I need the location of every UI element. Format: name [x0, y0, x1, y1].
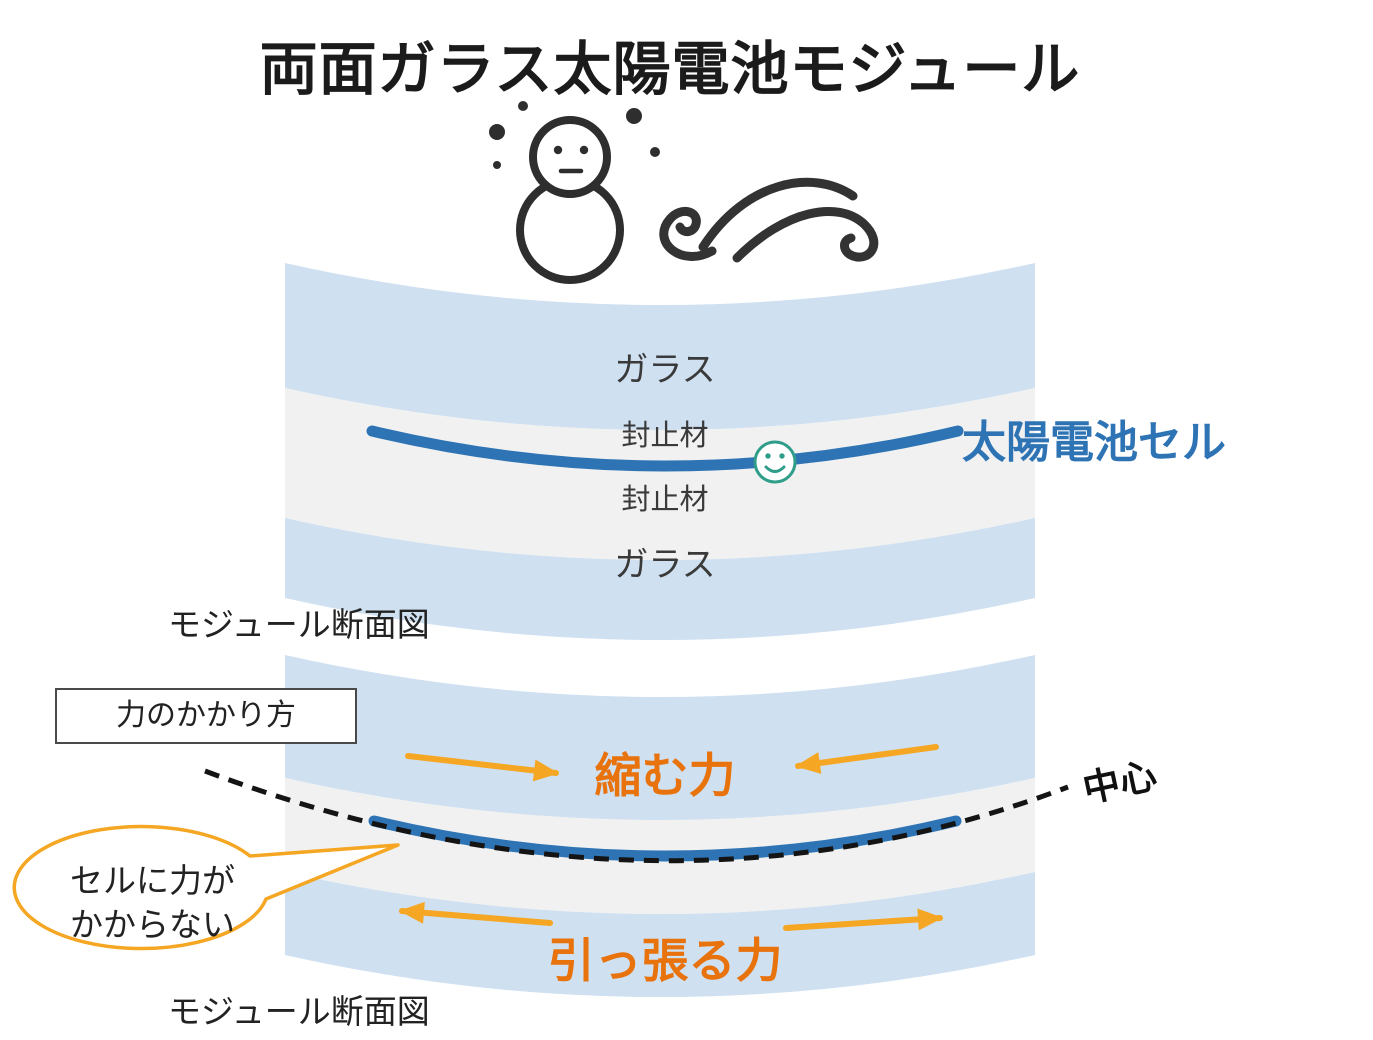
solar-cell-label: 太陽電池セル	[962, 418, 1226, 467]
smiley-mouth	[764, 465, 786, 473]
wind-stroke-curl-right	[732, 207, 879, 263]
encapsulant-layer-2	[285, 778, 1035, 914]
solar-cell-line-1	[366, 425, 964, 472]
snowman-icon	[489, 101, 660, 284]
wind-curl-left	[659, 206, 717, 261]
force-legend-box: 力のかかり方	[55, 688, 357, 744]
wind-stroke-main	[698, 177, 858, 252]
snow-dot-2	[518, 101, 528, 111]
page-title: 両面ガラス太陽電池モジュール	[259, 37, 1081, 102]
glass-bottom-label: ガラス	[614, 546, 716, 584]
module-bottom-cross-section	[12, 655, 1069, 997]
compress-arrow-left	[405, 753, 559, 782]
smiley-eye-right	[779, 453, 785, 459]
snow-dot-3	[626, 108, 642, 124]
glass-layer-top-2	[285, 655, 1035, 820]
snowman-eye-right	[579, 145, 589, 155]
glass-layer-bottom-2	[285, 872, 1035, 997]
tension-arrow-right	[783, 908, 943, 931]
snow-dot-5	[493, 161, 501, 169]
tension-arrow-left	[399, 901, 553, 926]
snowman-eye-left	[553, 145, 563, 155]
compress-arrow-right	[795, 744, 939, 774]
glass-top-label: ガラス	[614, 351, 716, 389]
solar-cell-line-2	[368, 815, 962, 862]
module-top-cross-section	[285, 263, 1035, 640]
tensile-force-label: 引っ張る力	[547, 934, 783, 987]
module-bottom-caption: モジュール断面図	[168, 993, 430, 1030]
neutral-axis-dashed-line	[204, 768, 1069, 864]
bubble-text-line2: かからない	[70, 906, 235, 943]
speech-bubble	[12, 824, 400, 951]
smiley-eye-left	[765, 453, 771, 459]
encapsulant-top-label: 封止材	[621, 420, 709, 452]
snow-dot-1	[489, 124, 505, 140]
bubble-text-line1: セルに力が	[70, 862, 235, 899]
snow-dot-4	[650, 147, 660, 157]
glass-layer-top-1	[285, 263, 1035, 430]
compressive-force-label: 縮む力	[594, 749, 736, 802]
module-top-caption: モジュール断面図	[168, 606, 430, 643]
encapsulant-bottom-label: 封止材	[621, 484, 709, 516]
glass-layer-bottom-1	[285, 518, 1035, 640]
snowman-head	[529, 116, 611, 198]
smiley-circle	[753, 440, 797, 484]
encapsulant-layer-1	[285, 388, 1035, 560]
smiley-face-icon	[753, 440, 797, 484]
wind-gust-icon	[659, 177, 879, 263]
